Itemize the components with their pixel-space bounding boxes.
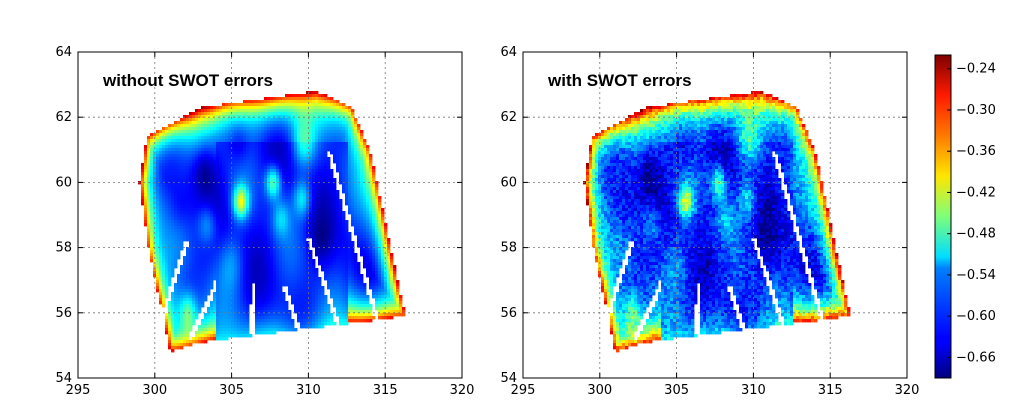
- y-tick-label: 64: [55, 45, 72, 60]
- colorbar-tick-label: −0.36: [956, 144, 996, 159]
- y-tick-label: 58: [500, 241, 517, 256]
- panel-title: without SWOT errors: [102, 71, 273, 90]
- y-tick-label: 60: [55, 175, 72, 190]
- colorbar-tick-label: −0.30: [956, 103, 996, 118]
- y-tick-label: 62: [500, 110, 517, 125]
- x-tick-label: 305: [664, 383, 689, 398]
- panel-title: with SWOT errors: [547, 71, 692, 90]
- y-tick-label: 56: [55, 306, 72, 321]
- axes-frame: [522, 51, 908, 379]
- x-tick-label: 300: [142, 383, 167, 398]
- x-tick-label: 315: [373, 383, 398, 398]
- y-tick-label: 56: [500, 306, 517, 321]
- x-tick-label: 310: [741, 383, 766, 398]
- colorbar-tick-label: −0.54: [956, 268, 996, 283]
- x-tick-label: 320: [895, 383, 920, 398]
- colorbar-tick-label: −0.60: [956, 309, 996, 324]
- colorbar-tick-label: −0.42: [956, 185, 996, 200]
- colorbar-gradient: [934, 54, 952, 379]
- y-tick-label: 60: [500, 175, 517, 190]
- heatmap-field: [138, 91, 406, 353]
- y-tick-label: 62: [55, 110, 72, 125]
- x-tick-label: 310: [296, 383, 321, 398]
- x-tick-label: 295: [66, 383, 91, 398]
- colorbar: −0.24 −0.30 −0.36 −0.42 −0.48 −0.54 −0.60 −0.66: [934, 54, 996, 379]
- colorbar-tick-label: −0.24: [956, 62, 996, 77]
- heatmap-field: [583, 91, 851, 353]
- y-tick-label: 54: [55, 371, 72, 386]
- y-tick-label: 54: [500, 371, 517, 386]
- x-tick-label: 315: [818, 383, 843, 398]
- heatmap-panel-with-errors: 295 300 305 310 315 320 54 56 58 60 62 64 with SWOT …: [500, 45, 919, 398]
- heatmap-panel-without-errors: 295 300 305 310 315 320 54 56 58 60 62 64 without SW…: [55, 45, 474, 398]
- y-tick-label: 58: [55, 241, 72, 256]
- x-tick-label: 295: [511, 383, 536, 398]
- axes-frame: [77, 51, 463, 379]
- x-tick-label: 300: [587, 383, 612, 398]
- y-tick-label: 64: [500, 45, 517, 60]
- x-tick-label: 320: [450, 383, 475, 398]
- colorbar-tick-label: −0.48: [956, 227, 996, 242]
- colorbar-tick-label: −0.66: [956, 350, 996, 365]
- x-tick-label: 305: [219, 383, 244, 398]
